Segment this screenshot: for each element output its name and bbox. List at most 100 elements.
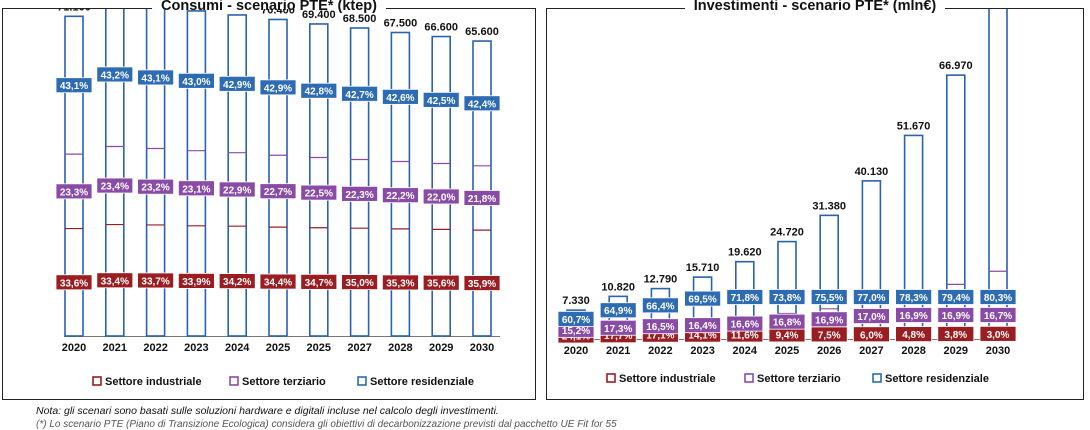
total-label: 12.790 (644, 274, 678, 286)
data-label-box-terziario (768, 313, 806, 330)
x-tick-label: 2025 (266, 342, 290, 354)
data-label-box-terziario (937, 307, 975, 323)
consumi-chart-title: Consumi - scenario PTE* (ktep) (3, 0, 535, 14)
legend-swatch-terziario (744, 373, 754, 383)
data-label-terziario: 22,0% (427, 192, 455, 203)
data-label-industriale: 34,4% (264, 278, 292, 289)
data-label-residenziale: 66,4% (646, 301, 674, 312)
total-label: 10.820 (601, 281, 635, 293)
data-label-box-residenziale (852, 289, 890, 305)
total-label: 40.130 (855, 166, 889, 178)
x-tick-label: 2024 (225, 342, 250, 354)
investimenti-chart-title: Investimenti - scenario PTE* (mln€) (547, 0, 1083, 14)
x-tick-label: 2030 (470, 342, 494, 354)
data-label-terziario: 23,3% (60, 187, 88, 198)
data-label-box-terziario (300, 184, 338, 201)
data-label-terziario: 17,0% (857, 312, 885, 323)
data-label-industriale: 35,9% (468, 279, 496, 290)
x-tick-label: 2023 (690, 345, 714, 357)
data-label-box-industriale (937, 326, 975, 342)
data-label-box-industriale (300, 273, 338, 290)
data-label-residenziale: 43,1% (60, 81, 88, 92)
legend-swatch-industriale (606, 373, 616, 383)
footnote-secondary: (*) Lo scenario PTE (Piano di Transizion… (36, 419, 617, 430)
x-tick-label: 2022 (143, 342, 167, 354)
data-label-box-residenziale (599, 302, 637, 319)
data-label-residenziale: 77,0% (857, 293, 885, 304)
data-label-terziario: 22,3% (345, 190, 373, 201)
data-label-residenziale: 43,2% (101, 70, 129, 81)
data-label-terziario: 15,2% (562, 326, 590, 337)
data-label-box-residenziale (979, 289, 1017, 305)
data-label-terziario: 22,2% (386, 191, 414, 202)
x-tick-label: 2028 (901, 345, 925, 357)
data-label-box-residenziale (422, 91, 460, 108)
data-label-box-terziario (684, 317, 722, 334)
data-label-industriale: 35,3% (386, 278, 414, 289)
bar-total-outline (431, 35, 452, 337)
data-label-residenziale: 60,7% (562, 315, 590, 326)
x-tick-label: 2027 (859, 345, 883, 357)
data-label-box-terziario (137, 178, 175, 195)
data-label-terziario: 16,7% (984, 311, 1012, 322)
data-label-box-industriale (463, 275, 501, 291)
data-label-residenziale: 71,8% (731, 293, 759, 304)
data-label-box-residenziale (937, 289, 975, 305)
data-label-box-industriale (259, 273, 297, 290)
data-label-terziario: 16,5% (646, 322, 674, 333)
bar-total-outline (105, 9, 125, 337)
data-label-residenziale: 73,8% (773, 293, 801, 304)
data-label-residenziale: 42,5% (427, 96, 455, 107)
data-label-residenziale: 64,9% (604, 306, 632, 317)
legend-swatch-residenziale (872, 373, 882, 383)
bar-total-outline (186, 10, 207, 337)
data-label-residenziale: 42,4% (468, 99, 496, 110)
data-label-industriale: 3,8% (944, 330, 967, 341)
data-label-industriale: 14,1% (688, 331, 716, 342)
data-label-residenziale: 42,6% (386, 93, 414, 104)
data-label-box-residenziale (642, 297, 679, 314)
data-label-box-terziario (642, 318, 679, 335)
total-label: 67.500 (384, 18, 418, 30)
data-label-box-residenziale (684, 290, 722, 307)
data-label-terziario: 16,9% (942, 311, 970, 322)
data-label-residenziale: 75,5% (815, 293, 843, 304)
investimenti-chart-panel: Investimenti - scenario PTE* (mln€) 24,1… (546, 0, 1084, 400)
total-label: 70.400 (261, 9, 295, 16)
total-label: 24.720 (770, 227, 804, 239)
data-label-box-terziario (96, 177, 134, 194)
x-tick-label: 2030 (986, 345, 1010, 357)
data-label-residenziale: 43,1% (141, 73, 169, 84)
x-tick-label: 2021 (103, 342, 127, 354)
data-label-box-residenziale (137, 69, 175, 86)
legend-swatch-terziario (229, 376, 239, 386)
data-label-box-residenziale (557, 310, 595, 327)
data-label-industriale: 6,0% (860, 330, 883, 341)
bar-total-outline (349, 27, 370, 337)
total-label: 65.600 (465, 26, 499, 38)
data-label-industriale: 17,1% (646, 331, 674, 342)
data-label-box-terziario (177, 180, 215, 197)
x-tick-label: 2028 (388, 342, 412, 354)
data-label-terziario: 16,4% (688, 321, 716, 332)
total-label: 31.380 (812, 200, 846, 212)
data-label-terziario: 22,5% (305, 189, 333, 200)
investimenti-chart: 24,1%15,2%60,7%7.330202017,7%17,3%64,9%1… (557, 9, 1017, 385)
footnote: Nota: gli scenari sono basati sulle solu… (36, 405, 499, 417)
data-label-box-residenziale (300, 82, 338, 99)
total-label: 66.970 (939, 60, 973, 72)
data-label-terziario: 23,2% (141, 183, 169, 194)
data-label-box-industriale (218, 273, 256, 290)
data-label-box-industriale (422, 274, 460, 291)
x-tick-label: 2027 (347, 342, 371, 354)
data-label-box-industriale (96, 272, 134, 289)
data-label-industriale: 3,0% (987, 330, 1010, 341)
total-label: 66.600 (424, 22, 458, 34)
total-label: 68.500 (343, 13, 377, 25)
data-label-terziario: 17,3% (604, 324, 632, 335)
data-label-industriale: 4,8% (902, 330, 925, 341)
data-label-terziario: 22,9% (223, 185, 251, 196)
legend-label-residenziale: Settore residenziale (370, 376, 474, 388)
total-label: 19.620 (728, 247, 762, 259)
data-label-box-industriale (852, 326, 890, 343)
